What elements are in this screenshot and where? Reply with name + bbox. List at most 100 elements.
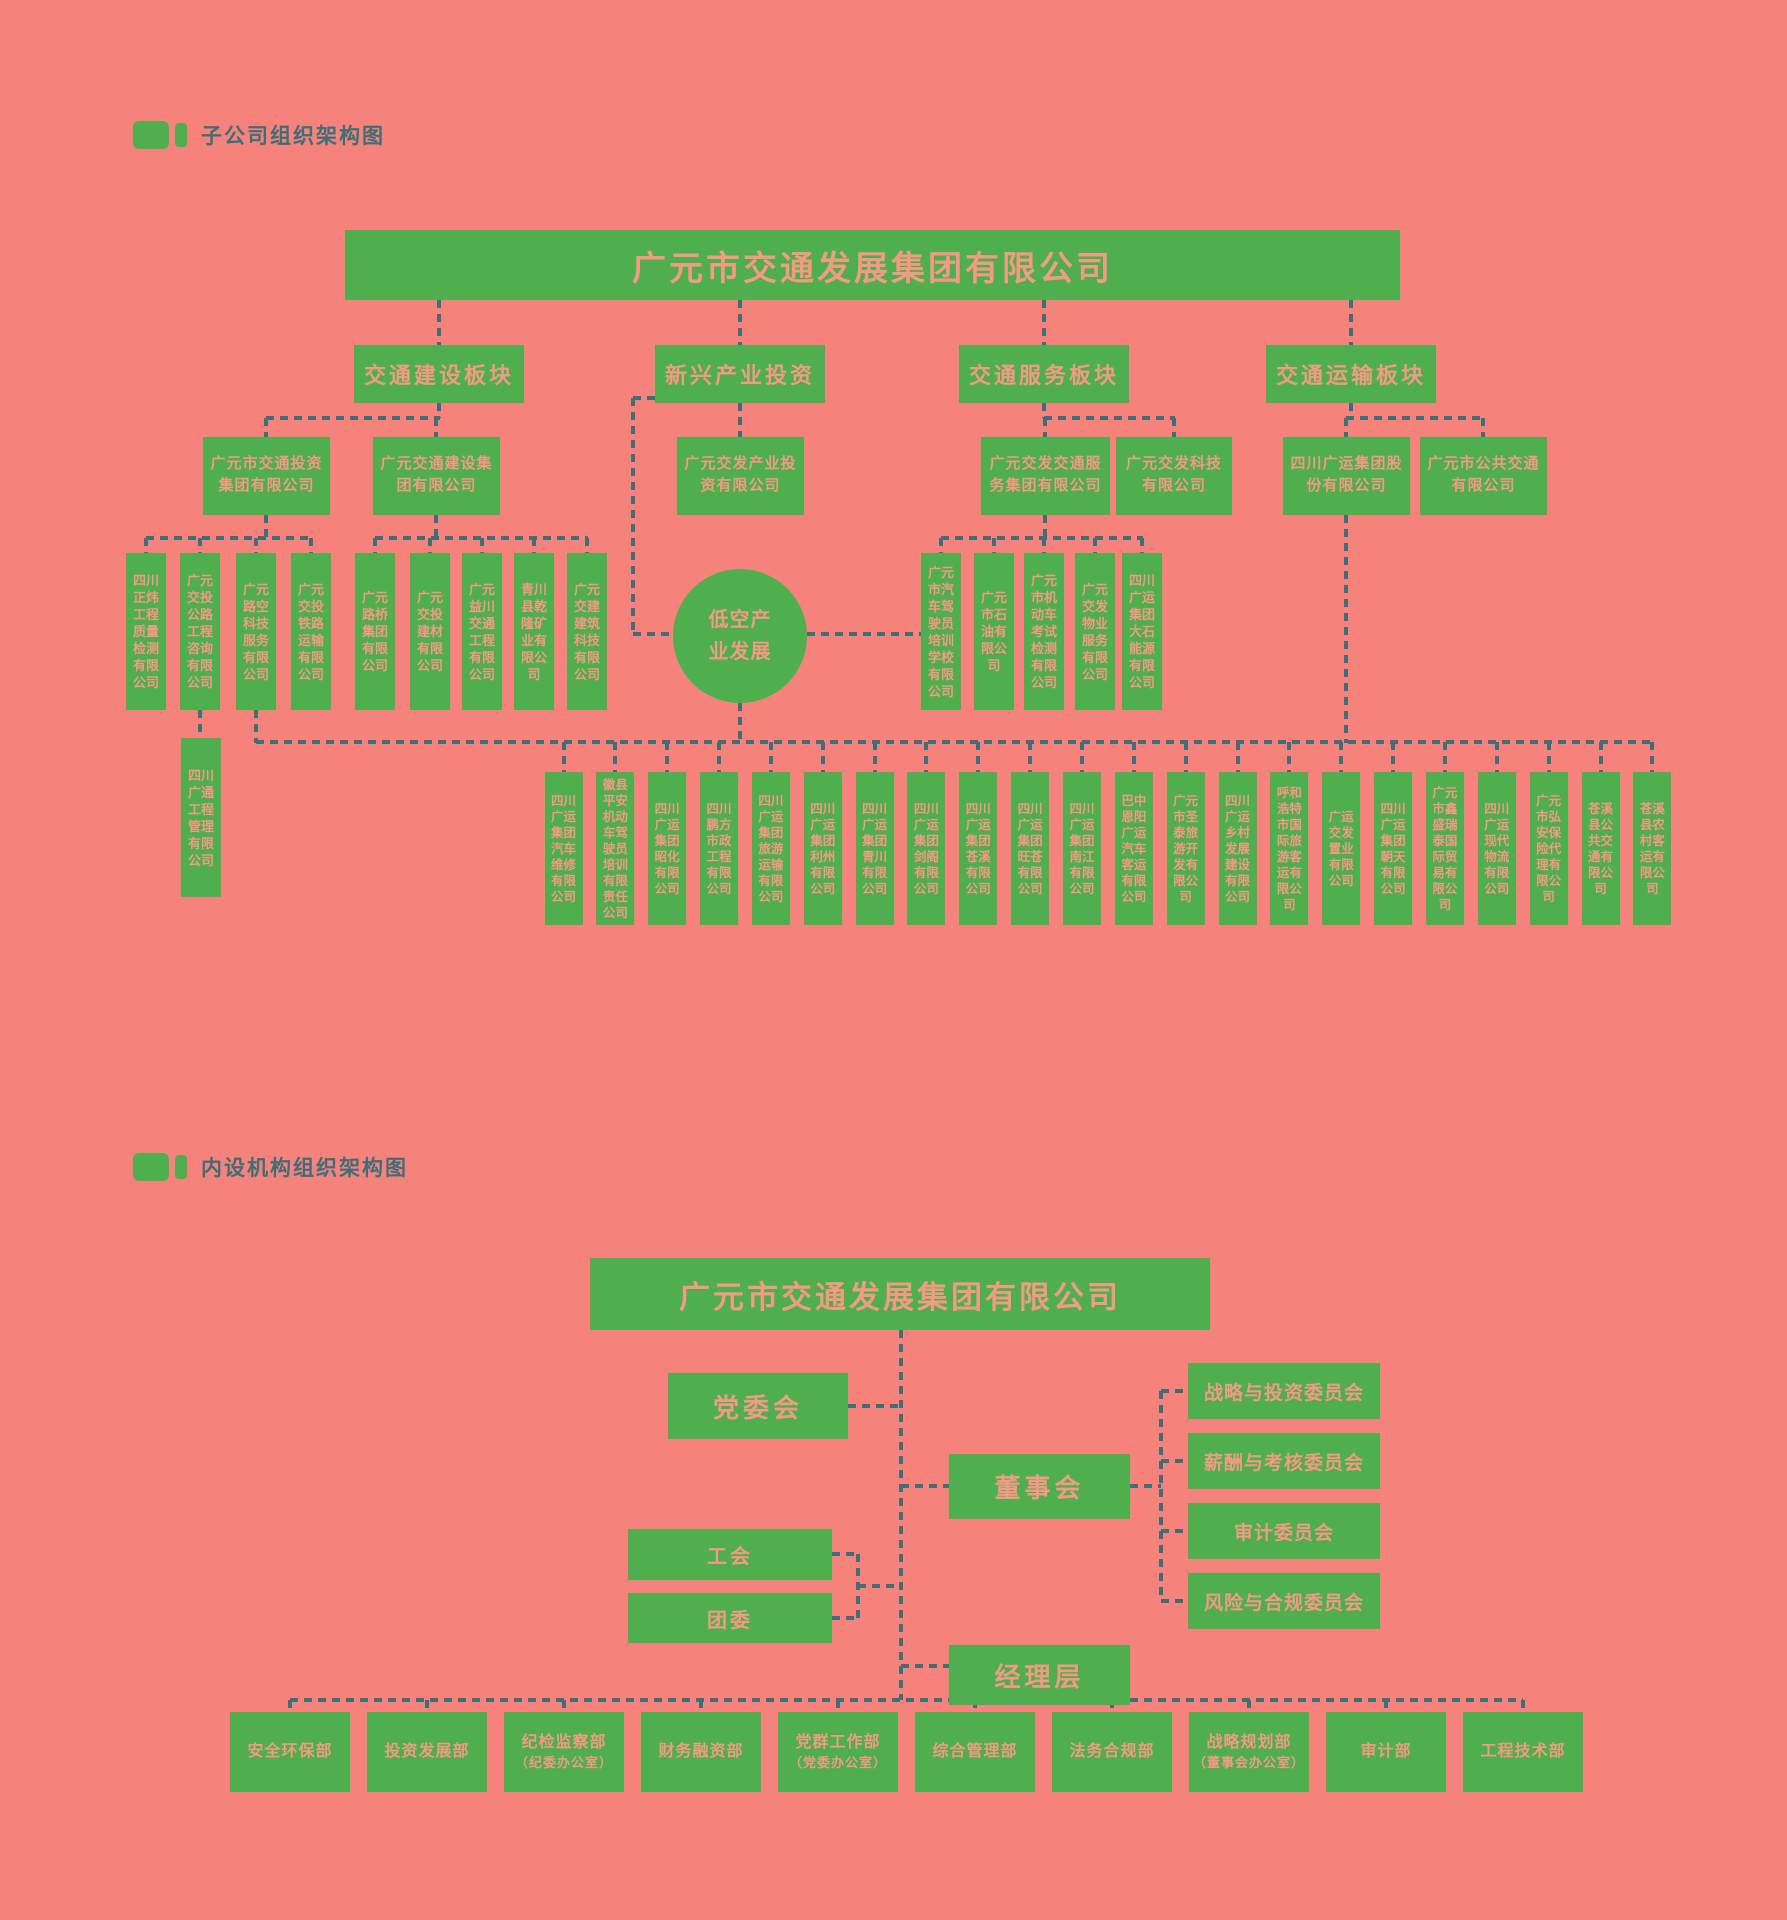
connector <box>1183 742 1188 772</box>
connector <box>1391 742 1396 772</box>
dept-node-4: 党群工作部 （党委办公室） <box>778 1712 898 1792</box>
dept-sublabel: （党委办公室） <box>788 1755 887 1771</box>
connector <box>973 1700 977 1712</box>
connector <box>1110 1700 1114 1712</box>
connector <box>1161 1459 1188 1463</box>
dept-node-7: 战略规划部 （董事会办公室） <box>1189 1712 1309 1792</box>
connector <box>434 418 438 438</box>
connector <box>832 1552 858 1556</box>
connector <box>631 398 635 636</box>
s2-root-node: 广元市交通发展集团有限公司 <box>590 1258 1210 1330</box>
connector <box>901 1484 949 1488</box>
connector <box>848 1404 901 1408</box>
s1-cluster-a-node-0: 四川正炜工程质量检测有限公司 <box>126 553 166 710</box>
connector <box>836 1700 840 1712</box>
connector <box>1172 418 1176 438</box>
dept-node-1: 投资发展部 <box>367 1712 487 1792</box>
connector <box>613 742 618 772</box>
connector <box>899 1330 903 1700</box>
dept-label: 战略规划部 <box>1206 1733 1292 1751</box>
s1-group-node-5: 四川广运集团股份有限公司 <box>1283 437 1410 515</box>
s1-bottom-node-3: 四川鹏方市政工程有限公司 <box>700 772 739 925</box>
connector <box>198 538 202 553</box>
dept-node-6: 法务合规部 <box>1052 1712 1172 1792</box>
connector <box>665 742 670 772</box>
s2-youth-league-node: 团委 <box>628 1593 832 1643</box>
s2-committee-node-3: 风险与合规委员会 <box>1188 1573 1380 1629</box>
connector <box>1043 515 1047 539</box>
connector <box>939 538 943 553</box>
s1-bottom-node-0: 四川广运集团汽车维修有限公司 <box>544 772 583 925</box>
s1-cluster-b-node-0: 广元路桥集团有限公司 <box>355 553 395 710</box>
dept-label: 财务融资部 <box>658 1743 744 1761</box>
s1-plate-node-3: 交通运输板块 <box>1266 345 1436 403</box>
s1-group-node-1: 广元交通建设集团有限公司 <box>373 437 500 515</box>
connector <box>872 742 877 772</box>
connector <box>992 538 996 553</box>
s2-labor-union-node: 工会 <box>628 1529 832 1580</box>
dept-label: 投资发展部 <box>384 1743 470 1761</box>
dept-node-2: 纪检监察部 （纪委办公室） <box>504 1712 624 1792</box>
section1-bullet-icon <box>133 121 187 149</box>
connector <box>738 300 742 345</box>
connector <box>699 1700 703 1712</box>
connector <box>256 740 1654 744</box>
s1-bottom-node-10: 四川广运集团南江有限公司 <box>1063 772 1101 925</box>
connector <box>738 403 742 437</box>
s1-cluster-d-node-2: 广元市机动车考试检测有限公司 <box>1024 553 1064 710</box>
connector <box>924 742 929 772</box>
s1-sub-company-node: 四川广通工程管理有限公司 <box>181 738 221 897</box>
connector <box>1650 742 1655 772</box>
s2-committee-node-2: 审计委员会 <box>1188 1503 1380 1559</box>
s1-group-node-4: 广元交发科技有限公司 <box>1116 437 1232 515</box>
connector <box>434 515 438 539</box>
dept-label: 纪检监察部 <box>521 1733 607 1751</box>
s1-cluster-a-node-1: 广元交投公路工程咨询有限公司 <box>180 553 220 710</box>
connector <box>1140 538 1144 553</box>
connector <box>425 1700 429 1712</box>
connector <box>1346 416 1484 420</box>
connector <box>1384 1700 1388 1712</box>
section2-header: 内设机构组织架构图 <box>133 1152 408 1182</box>
connector <box>1042 300 1046 345</box>
connector <box>1598 742 1603 772</box>
s1-cluster-a-node-3: 广元交投铁路运输有限公司 <box>291 553 331 710</box>
dept-label: 综合管理部 <box>932 1743 1018 1761</box>
connector <box>1043 418 1047 438</box>
connector <box>1130 1484 1161 1488</box>
connector <box>1442 742 1447 772</box>
connector <box>738 703 742 743</box>
s1-bottom-node-21: 苍溪县农村客运有限公司 <box>1633 772 1672 925</box>
connector <box>198 710 202 738</box>
s1-cluster-d-node-1: 广元市石油有限公司 <box>974 553 1014 710</box>
s1-low-altitude-circle: 低空产业发展 <box>673 569 807 703</box>
connector <box>1161 1389 1188 1393</box>
connector <box>437 300 441 345</box>
connector <box>1159 1391 1163 1601</box>
s2-committee-node-1: 薪酬与考核委员会 <box>1188 1433 1380 1489</box>
s1-cluster-b-node-4: 广元交建建筑科技有限公司 <box>567 553 607 710</box>
connector <box>633 396 666 400</box>
s1-root-node: 广元市交通发展集团有限公司 <box>345 230 1400 300</box>
s1-group-node-6: 广元市公共交通有限公司 <box>1420 437 1547 515</box>
connector <box>373 538 377 553</box>
s1-group-node-2: 广元交发产业投资有限公司 <box>677 437 804 515</box>
connector <box>1093 538 1097 553</box>
s1-bottom-node-9: 四川广运集团旺苍有限公司 <box>1011 772 1050 925</box>
s1-bottom-node-17: 广元市鑫盛瑞泰国际贸易有限公司 <box>1425 772 1464 925</box>
connector <box>1235 742 1240 772</box>
section1-title: 子公司组织架构图 <box>201 125 385 148</box>
connector <box>146 536 312 540</box>
connector <box>1481 418 1485 438</box>
s1-bottom-node-12: 广元市圣泰旅游开发有限公司 <box>1166 772 1205 925</box>
s1-plate-node-2: 交通服务板块 <box>959 345 1129 403</box>
s1-cluster-d-node-4: 四川广运集团大石能源有限公司 <box>1122 553 1162 710</box>
s1-bottom-node-8: 四川广运集团苍溪有限公司 <box>959 772 998 925</box>
connector <box>768 742 773 772</box>
connector <box>1349 403 1353 418</box>
dept-node-9: 工程技术部 <box>1463 1712 1583 1792</box>
s2-party-committee-node: 党委会 <box>668 1373 848 1439</box>
connector <box>717 742 722 772</box>
connector <box>1044 416 1175 420</box>
connector <box>1287 742 1292 772</box>
